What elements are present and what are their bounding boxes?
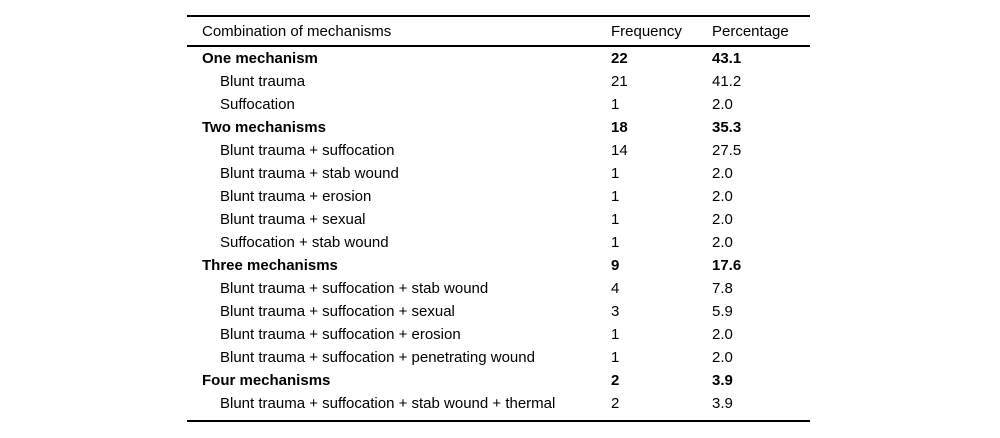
cell-combination: Blunt trauma + suffocation + erosion [220,326,461,343]
cell-frequency: 1 [611,188,620,205]
cell-percentage: 43.1 [712,50,742,67]
cell-frequency: 21 [611,73,628,90]
cell-frequency: 9 [611,257,620,274]
table-top-rule [187,15,810,17]
table-row: Suffocation 1 2.0 [187,93,810,116]
table-row: Suffocation + stab wound 1 2.0 [187,231,810,254]
table-body: One mechanism 22 43.1 Blunt trauma 21 41.2 Suf… [187,47,810,420]
cell-frequency: 1 [611,349,620,366]
table-row: Blunt trauma + suffocation + stab wound … [187,392,810,415]
cell-combination: Blunt trauma + stab wound [220,165,399,182]
cell-frequency: 22 [611,50,628,67]
cell-frequency: 1 [611,96,620,113]
cell-combination: Blunt trauma [220,73,306,90]
cell-combination: Blunt trauma + suffocation + stab wound … [220,395,556,412]
table-row: Three mechanisms 9 17.6 [187,254,810,277]
cell-frequency: 1 [611,326,620,343]
table-row: Blunt trauma + suffocation + erosion 1 2.0 [187,323,810,346]
table-row: Blunt trauma + suffocation + sexual 3 5.9 [187,300,810,323]
cell-frequency: 2 [611,395,620,412]
cell-combination: Four mechanisms [202,372,331,389]
cell-frequency: 2 [611,372,620,389]
table-header-rule [187,45,810,47]
cell-percentage: 2.0 [712,165,733,182]
table-row: Blunt trauma + suffocation 14 27.5 [187,139,810,162]
cell-percentage: 2.0 [712,211,733,228]
cell-percentage: 7.8 [712,280,733,297]
cell-percentage: 35.3 [712,119,742,136]
table-row: Blunt trauma 21 41.2 [187,70,810,93]
cell-combination: Blunt trauma + suffocation + penetrating… [220,349,535,366]
cell-frequency: 1 [611,234,620,251]
cell-percentage: 2.0 [712,188,733,205]
table-bottom-rule [187,420,810,422]
cell-percentage: 3.9 [712,395,733,412]
cell-combination: Blunt trauma + suffocation + sexual [220,303,455,320]
table-row: One mechanism 22 43.1 [187,47,810,70]
cell-percentage: 3.9 [712,372,733,389]
table-row: Four mechanisms 2 3.9 [187,369,810,392]
cell-combination: Three mechanisms [202,257,338,274]
cell-combination: Two mechanisms [202,119,326,136]
cell-frequency: 1 [611,211,620,228]
cell-combination: Blunt trauma + suffocation + stab wound [220,280,489,297]
cell-percentage: 17.6 [712,257,742,274]
table-row: Blunt trauma + suffocation + stab wound 4… [187,277,810,300]
column-header-combination: Combination of mechanisms [202,22,392,40]
cell-combination: Blunt trauma + suffocation [220,142,395,159]
table-row: Two mechanisms 18 35.3 [187,116,810,139]
table-row: Blunt trauma + sexual 1 2.0 [187,208,810,231]
cell-frequency: 14 [611,142,628,159]
column-header-percentage: Percentage [712,22,789,40]
table-header-row: Combination of mechanisms Frequency Perc… [187,17,810,45]
cell-combination: One mechanism [202,50,318,67]
mechanisms-table: Combination of mechanisms Frequency Perc… [187,15,810,422]
cell-percentage: 27.5 [712,142,742,159]
cell-combination: Suffocation [220,96,295,113]
cell-frequency: 18 [611,119,628,136]
table-row: Blunt trauma + erosion 1 2.0 [187,185,810,208]
cell-percentage: 2.0 [712,96,733,113]
cell-percentage: 2.0 [712,234,733,251]
cell-frequency: 3 [611,303,620,320]
cell-percentage: 41.2 [712,73,742,90]
cell-frequency: 1 [611,165,620,182]
cell-combination: Suffocation + stab wound [220,234,389,251]
cell-percentage: 2.0 [712,326,733,343]
column-header-frequency: Frequency [611,22,682,40]
table-row: Blunt trauma + suffocation + penetrating… [187,346,810,369]
cell-frequency: 4 [611,280,620,297]
cell-percentage: 5.9 [712,303,733,320]
cell-combination: Blunt trauma + sexual [220,211,366,228]
table-row: Blunt trauma + stab wound 1 2.0 [187,162,810,185]
cell-percentage: 2.0 [712,349,733,366]
cell-combination: Blunt trauma + erosion [220,188,372,205]
